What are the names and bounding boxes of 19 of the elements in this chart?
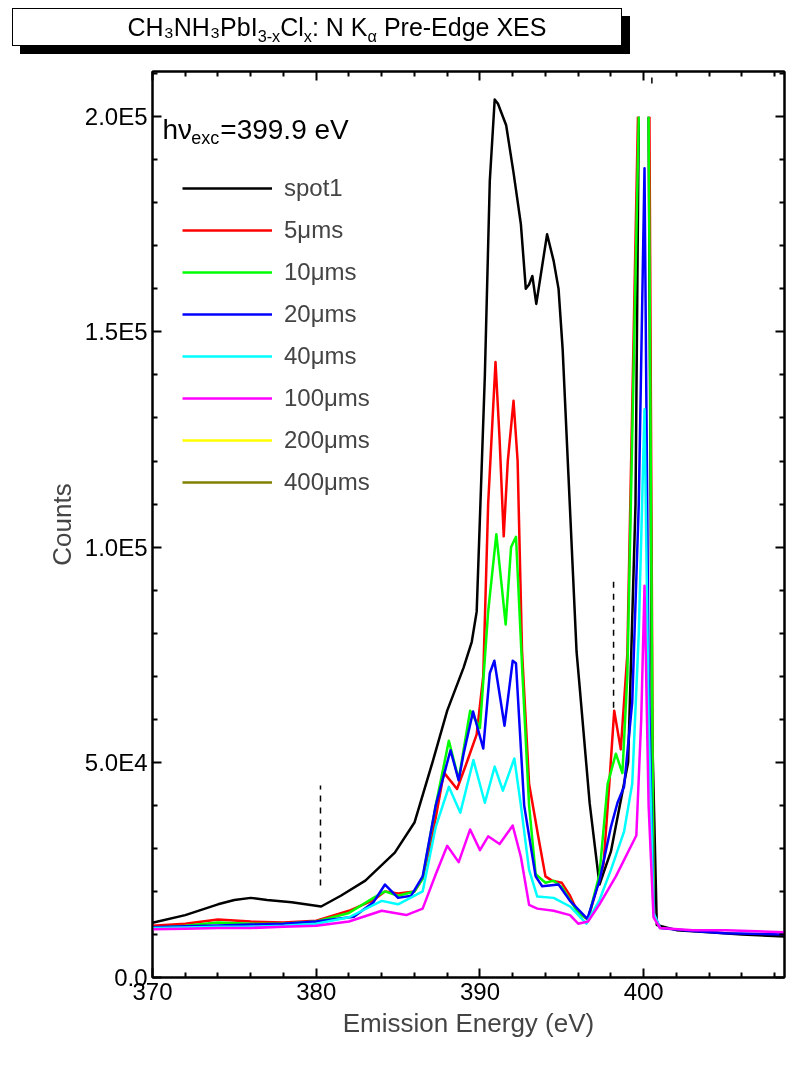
legend-label: 5μms bbox=[284, 215, 344, 245]
legend-label: 20μms bbox=[284, 299, 357, 329]
x-tick-label: 400 bbox=[623, 977, 664, 1005]
y-tick-label: 5.0E4 bbox=[84, 748, 148, 776]
legend-label: 400μms bbox=[284, 467, 370, 497]
y-tick-label: 1.5E5 bbox=[84, 318, 148, 346]
chart-title: CH₃NH₃PbI$_{3-x}$Cl$_{x}$: N K$_{α}$ Pre-Edge XES bbox=[127, 12, 547, 47]
x-tick-label: 380 bbox=[296, 977, 337, 1005]
legend-label: 100μms bbox=[284, 383, 370, 413]
x-tick-label: 390 bbox=[459, 977, 500, 1005]
legend-label: spot1 bbox=[284, 173, 343, 203]
y-tick-label: 2.0E5 bbox=[84, 103, 148, 131]
x-axis-title: Emission Energy (eV) bbox=[342, 1007, 595, 1038]
legend-label: 200μms bbox=[284, 425, 370, 455]
line-series bbox=[152, 584, 785, 934]
y-tick-label: 1.0E5 bbox=[84, 533, 148, 561]
legend-label: 10μms bbox=[284, 257, 357, 287]
legend-label: 40μms bbox=[284, 341, 357, 371]
y-axis-title: Counts bbox=[46, 483, 77, 566]
